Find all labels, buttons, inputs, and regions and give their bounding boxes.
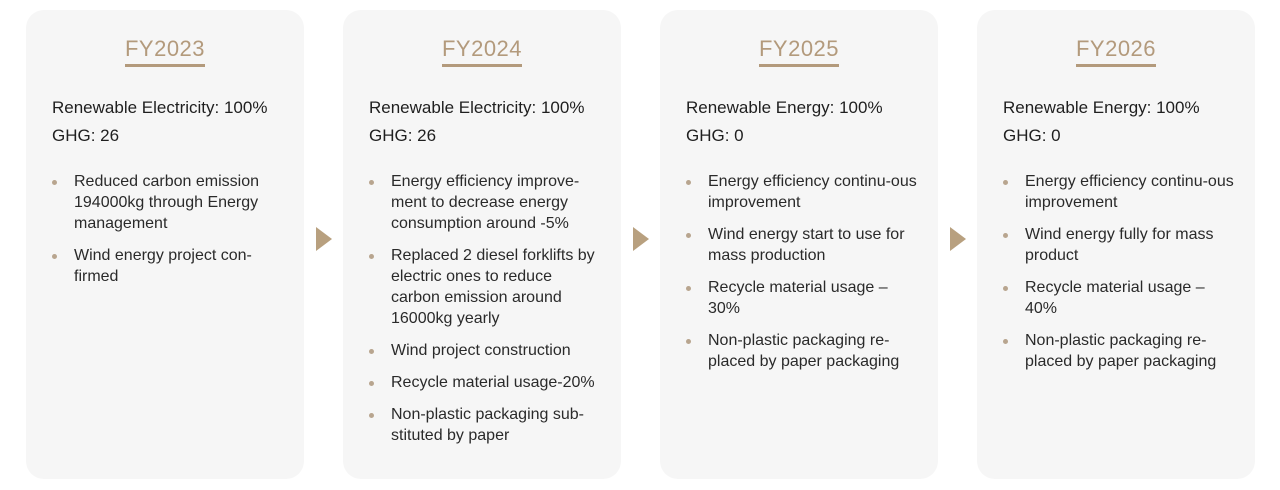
bullet-item: Recycle material usage – 40% xyxy=(1003,277,1237,319)
bullet-item: Recycle material usage – 30% xyxy=(686,277,920,319)
triangle-right-icon xyxy=(316,227,332,251)
triangle-right-icon xyxy=(633,227,649,251)
card-fy2026: FY2026 Renewable Energy: 100% GHG: 0 Ene… xyxy=(977,10,1255,479)
bullet-item: Recycle material usage-20% xyxy=(369,372,603,393)
year-label: FY2024 xyxy=(441,36,523,67)
year-label: FY2023 xyxy=(124,36,206,67)
year-heading: FY2026 xyxy=(977,36,1255,67)
bullet-list: Energy efficiency improve-ment to decrea… xyxy=(369,171,603,457)
card-headline: Renewable Energy: 100% GHG: 0 xyxy=(686,94,883,150)
year-heading: FY2024 xyxy=(343,36,621,67)
bullet-item: Wind energy fully for mass product xyxy=(1003,224,1237,266)
card-fy2024: FY2024 Renewable Electricity: 100% GHG: … xyxy=(343,10,621,479)
card-headline: Renewable Electricity: 100% GHG: 26 xyxy=(52,94,267,150)
ghg-stat: GHG: 0 xyxy=(686,126,744,145)
bullet-item: Reduced carbon emission 194000kg through… xyxy=(52,171,286,234)
bullet-item: Energy efficiency continu-ous improvemen… xyxy=(1003,171,1237,213)
energy-stat: Renewable Energy: 100% xyxy=(686,98,883,117)
bullet-list: Energy efficiency continu-ous improvemen… xyxy=(686,171,920,383)
bullet-item: Replaced 2 diesel forklifts by electric … xyxy=(369,245,603,329)
card-headline: Renewable Electricity: 100% GHG: 26 xyxy=(369,94,584,150)
bullet-item: Wind energy project con-firmed xyxy=(52,245,286,287)
year-label: FY2025 xyxy=(758,36,840,67)
ghg-stat: GHG: 0 xyxy=(1003,126,1061,145)
bullet-item: Wind energy start to use for mass produc… xyxy=(686,224,920,266)
card-headline: Renewable Energy: 100% GHG: 0 xyxy=(1003,94,1200,150)
card-fy2023: FY2023 Renewable Electricity: 100% GHG: … xyxy=(26,10,304,479)
ghg-stat: GHG: 26 xyxy=(369,126,437,145)
bullet-item: Non-plastic packaging sub-stituted by pa… xyxy=(369,404,603,446)
bullet-item: Energy efficiency improve-ment to decrea… xyxy=(369,171,603,234)
ghg-stat: GHG: 26 xyxy=(52,126,120,145)
energy-stat: Renewable Electricity: 100% xyxy=(52,98,268,117)
year-heading: FY2025 xyxy=(660,36,938,67)
bullet-item: Energy efficiency continu-ous improvemen… xyxy=(686,171,920,213)
energy-stat: Renewable Energy: 100% xyxy=(1003,98,1200,117)
bullet-item: Non-plastic packaging re-placed by paper… xyxy=(1003,330,1237,372)
bullet-list: Energy efficiency continu-ous improvemen… xyxy=(1003,171,1237,383)
bullet-item: Wind project construction xyxy=(369,340,603,361)
triangle-right-icon xyxy=(950,227,966,251)
bullet-list: Reduced carbon emission 194000kg through… xyxy=(52,171,286,298)
card-fy2025: FY2025 Renewable Energy: 100% GHG: 0 Ene… xyxy=(660,10,938,479)
year-label: FY2026 xyxy=(1075,36,1157,67)
energy-stat: Renewable Electricity: 100% xyxy=(369,98,585,117)
bullet-item: Non-plastic packaging re-placed by paper… xyxy=(686,330,920,372)
year-heading: FY2023 xyxy=(26,36,304,67)
